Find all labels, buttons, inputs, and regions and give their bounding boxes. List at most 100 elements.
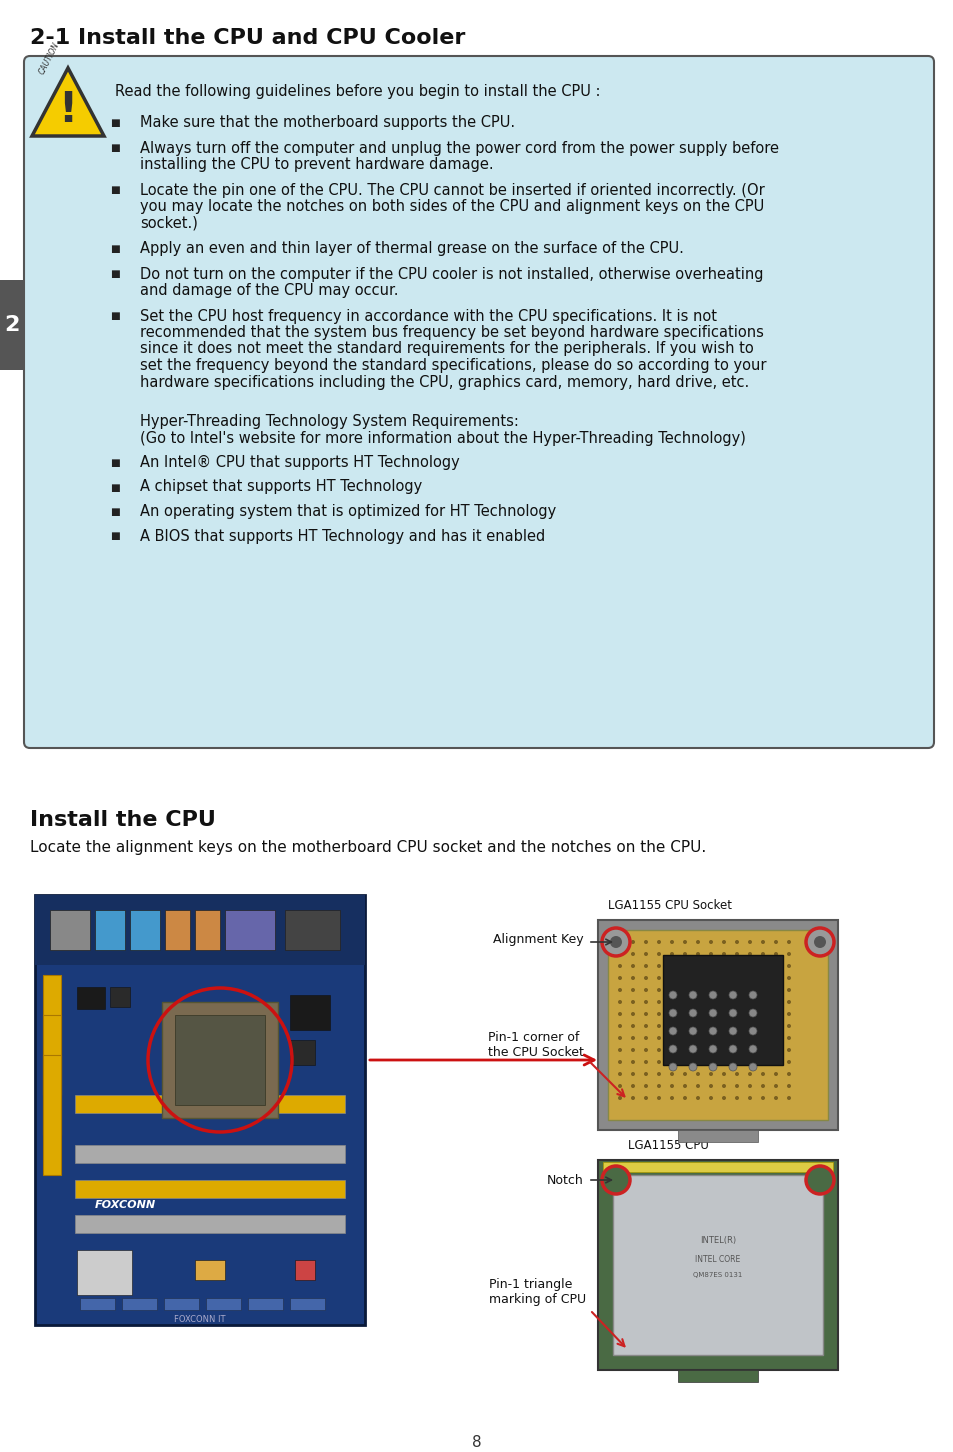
FancyBboxPatch shape [174,1015,265,1105]
Circle shape [688,1009,697,1016]
Circle shape [805,1166,833,1194]
Circle shape [721,1012,725,1016]
Circle shape [708,992,717,999]
Circle shape [682,1012,686,1016]
Circle shape [708,1012,712,1016]
Circle shape [747,1048,751,1053]
Text: ■: ■ [110,457,120,468]
Circle shape [668,1045,677,1053]
Circle shape [696,1012,700,1016]
Circle shape [682,1024,686,1028]
Circle shape [643,1048,647,1053]
Circle shape [657,1035,660,1040]
Text: 8: 8 [472,1435,481,1451]
Circle shape [657,1000,660,1003]
Circle shape [601,928,629,955]
Text: QM87ES 0131: QM87ES 0131 [693,1272,741,1278]
Text: Locate the alignment keys on the motherboard CPU socket and the notches on the C: Locate the alignment keys on the motherb… [30,841,705,855]
FancyBboxPatch shape [50,910,90,950]
Circle shape [669,1085,673,1088]
Circle shape [748,1045,757,1053]
Circle shape [601,1166,629,1194]
Circle shape [657,964,660,968]
Text: Always turn off the computer and unplug the power cord from the power supply bef: Always turn off the computer and unplug … [140,141,779,155]
Circle shape [786,953,790,955]
FancyBboxPatch shape [662,955,782,1064]
FancyBboxPatch shape [75,1095,345,1114]
Circle shape [696,1085,700,1088]
Circle shape [734,953,739,955]
Circle shape [748,992,757,999]
Text: FOXCONN: FOXCONN [94,1199,155,1210]
Circle shape [618,976,621,980]
Circle shape [682,964,686,968]
Circle shape [630,1072,635,1076]
Circle shape [721,1060,725,1064]
Circle shape [657,953,660,955]
Circle shape [805,928,833,955]
FancyBboxPatch shape [598,921,837,1130]
Circle shape [669,939,673,944]
Text: 2: 2 [5,315,20,335]
FancyBboxPatch shape [75,1146,345,1163]
Circle shape [708,976,712,980]
Text: An Intel® CPU that supports HT Technology: An Intel® CPU that supports HT Technolog… [140,454,459,470]
Circle shape [630,1060,635,1064]
Circle shape [773,1085,778,1088]
Circle shape [708,953,712,955]
Circle shape [668,1009,677,1016]
Circle shape [630,964,635,968]
Circle shape [786,1000,790,1003]
FancyBboxPatch shape [75,1215,345,1233]
Text: ■: ■ [110,186,120,196]
Text: ■: ■ [110,312,120,321]
Circle shape [728,992,737,999]
Circle shape [643,1000,647,1003]
Circle shape [773,1096,778,1101]
Text: FOXCONN IT: FOXCONN IT [174,1316,226,1324]
Circle shape [657,1060,660,1064]
Circle shape [696,939,700,944]
Circle shape [760,953,764,955]
Circle shape [643,1072,647,1076]
Text: installing the CPU to prevent hardware damage.: installing the CPU to prevent hardware d… [140,157,493,171]
FancyBboxPatch shape [225,910,274,950]
Text: hardware specifications including the CPU, graphics card, memory, hard drive, et: hardware specifications including the CP… [140,375,748,389]
Circle shape [734,1012,739,1016]
Circle shape [657,976,660,980]
Circle shape [773,1048,778,1053]
Circle shape [609,937,621,948]
Circle shape [618,1012,621,1016]
Text: Apply an even and thin layer of thermal grease on the surface of the CPU.: Apply an even and thin layer of thermal … [140,241,683,256]
Text: Read the following guidelines before you begin to install the CPU :: Read the following guidelines before you… [115,84,599,99]
FancyBboxPatch shape [110,987,130,1008]
Circle shape [734,976,739,980]
Circle shape [696,953,700,955]
Circle shape [643,1096,647,1101]
Circle shape [747,1072,751,1076]
Circle shape [682,1048,686,1053]
FancyBboxPatch shape [678,1371,758,1382]
Text: Make sure that the motherboard supports the CPU.: Make sure that the motherboard supports … [140,115,515,131]
Circle shape [760,987,764,992]
Circle shape [734,964,739,968]
Circle shape [618,953,621,955]
FancyBboxPatch shape [678,1130,758,1143]
Circle shape [682,987,686,992]
Circle shape [618,1024,621,1028]
Circle shape [786,976,790,980]
Circle shape [630,1048,635,1053]
Circle shape [708,1024,712,1028]
Circle shape [657,1048,660,1053]
Circle shape [630,987,635,992]
Circle shape [696,1024,700,1028]
FancyBboxPatch shape [35,894,365,1326]
Circle shape [669,976,673,980]
Circle shape [786,1072,790,1076]
Circle shape [657,1012,660,1016]
Circle shape [682,1060,686,1064]
Circle shape [760,1096,764,1101]
Circle shape [618,939,621,944]
Text: Install the CPU: Install the CPU [30,810,215,831]
Circle shape [682,1085,686,1088]
